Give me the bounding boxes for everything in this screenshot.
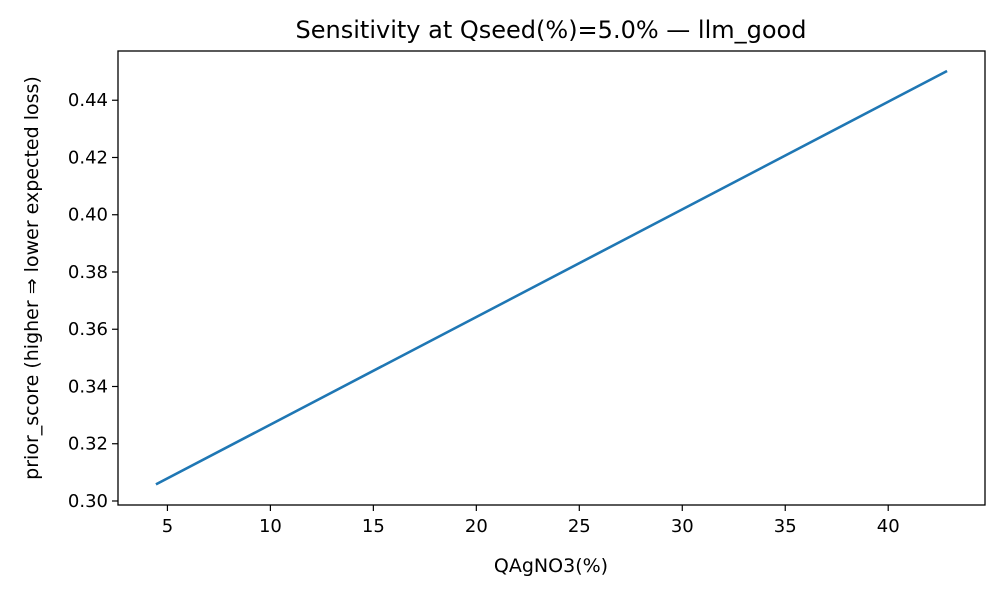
y-tick-label: 0.32 <box>68 434 108 455</box>
plot-frame <box>117 50 986 506</box>
x-tick-label: 5 <box>162 516 173 537</box>
x-tick-label: 15 <box>362 516 385 537</box>
x-tick-label: 20 <box>465 516 488 537</box>
y-tick-label: 0.34 <box>68 376 108 397</box>
x-tick-label: 35 <box>774 516 797 537</box>
x-tick-label: 25 <box>568 516 591 537</box>
x-tick-label: 40 <box>877 516 900 537</box>
y-tick-label: 0.44 <box>68 90 108 111</box>
y-tick-label: 0.38 <box>68 262 108 283</box>
y-axis-label: prior_score (higher ⇒ lower expected los… <box>21 76 43 480</box>
x-tick-label: 30 <box>671 516 694 537</box>
y-tick-label: 0.42 <box>68 147 108 168</box>
x-axis-label: QAgNO3(%) <box>494 555 608 577</box>
x-axis-ticks: 5 10 15 20 25 30 35 40 <box>162 505 900 537</box>
chart-title: Sensitivity at Qseed(%)=5.0% — llm_good <box>296 16 807 44</box>
x-tick-label: 10 <box>259 516 282 537</box>
y-tick-label: 0.30 <box>68 491 108 512</box>
series-line-llm_good <box>155 69 948 486</box>
y-axis-ticks: 0.30 0.32 0.34 0.36 0.38 0.40 0.42 0.44 <box>68 90 118 512</box>
series-layer <box>155 69 948 486</box>
y-tick-label: 0.40 <box>68 205 108 226</box>
y-tick-label: 0.36 <box>68 319 108 340</box>
